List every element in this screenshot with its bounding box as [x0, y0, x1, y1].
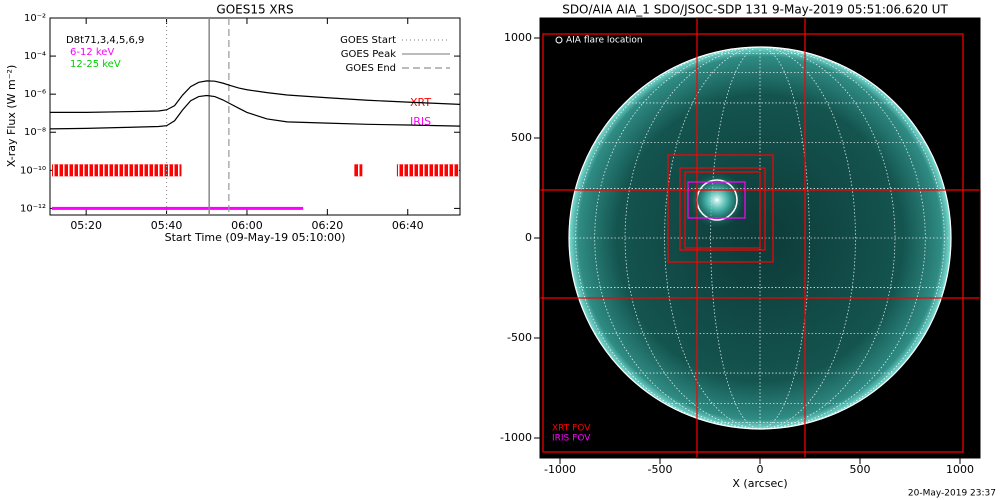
- y-tick-label: 10⁻¹²: [20, 203, 46, 214]
- right-title: SDO/AIA AIA_1 SDO/JSOC-SDP 131 9-May-201…: [562, 3, 948, 17]
- y-tick-label: 10⁻²: [24, 13, 46, 24]
- limb: [568, 46, 952, 430]
- fov-box: [684, 171, 761, 249]
- x-tick-label: 500: [850, 463, 871, 476]
- right-x-label: X (arcsec): [732, 477, 787, 490]
- left-title: GOES15 XRS: [216, 3, 293, 17]
- meridian: [624, 46, 761, 430]
- fov-box: [679, 167, 766, 251]
- coverage-stripes: [354, 164, 363, 177]
- x-tick-label: 1000: [946, 463, 974, 476]
- legend-circle: [555, 36, 563, 44]
- y-tick-label: 10⁻¹⁰: [20, 165, 46, 176]
- legend-label: GOES Peak: [341, 49, 396, 60]
- meridian: [759, 46, 926, 430]
- x-tick-label: 06:20: [312, 219, 344, 232]
- meridian: [759, 46, 896, 430]
- meridian: [759, 46, 856, 430]
- legend-label: AIA flare location: [566, 36, 643, 46]
- x-tick-label: -500: [648, 463, 673, 476]
- y-tick-label: -1000: [500, 431, 532, 444]
- y-tick-label: 500: [511, 131, 532, 144]
- flux-line: [50, 80, 461, 114]
- fov-box: [542, 33, 964, 453]
- x-tick-label: 0: [757, 463, 764, 476]
- y-tick-label: 10⁻⁴: [24, 51, 46, 62]
- channel-label: 12-25 keV: [70, 59, 121, 70]
- x-tick-label: 05:40: [151, 219, 183, 232]
- plot-frame: [49, 17, 461, 216]
- coverage-stripes: [52, 164, 182, 177]
- x-tick-label: 05:20: [70, 219, 102, 232]
- x-tick-label: 06:00: [231, 219, 263, 232]
- legend-label: GOES End: [346, 63, 396, 74]
- coverage-stripes: [396, 164, 459, 177]
- x-tick-label: 06:40: [392, 219, 424, 232]
- flare-center: [716, 199, 718, 201]
- y-tick-label: 10⁻⁶: [24, 89, 46, 100]
- x-tick-label: -1000: [544, 463, 576, 476]
- left-y-label: X-ray Flux (W m⁻²): [5, 65, 18, 167]
- meridian: [575, 46, 761, 430]
- sun-grid: [569, 46, 951, 430]
- legend-label: GOES Start: [340, 35, 396, 46]
- left-x-label: Start Time (09-May-19 05:10:00): [165, 231, 346, 244]
- detectors-label: D8t71,3,4,5,6,9: [66, 35, 144, 46]
- y-tick-label: -500: [507, 331, 532, 344]
- y-tick-label: 10⁻⁸: [24, 127, 46, 138]
- y-tick-label: 0: [525, 231, 532, 244]
- y-tick-label: 1000: [504, 31, 532, 44]
- fov-label: IRIS FOV: [552, 434, 591, 444]
- fov-label: XRT FOV: [552, 424, 591, 434]
- coverage-label: IRIS: [410, 115, 431, 128]
- timestamp: 20-May-2019 23:37: [908, 489, 996, 499]
- channel-label: 6-12 keV: [70, 47, 114, 58]
- coverage-bar: [52, 206, 304, 210]
- fov-box: [667, 154, 774, 263]
- flux-line: [49, 94, 461, 130]
- fov-box: [687, 181, 746, 219]
